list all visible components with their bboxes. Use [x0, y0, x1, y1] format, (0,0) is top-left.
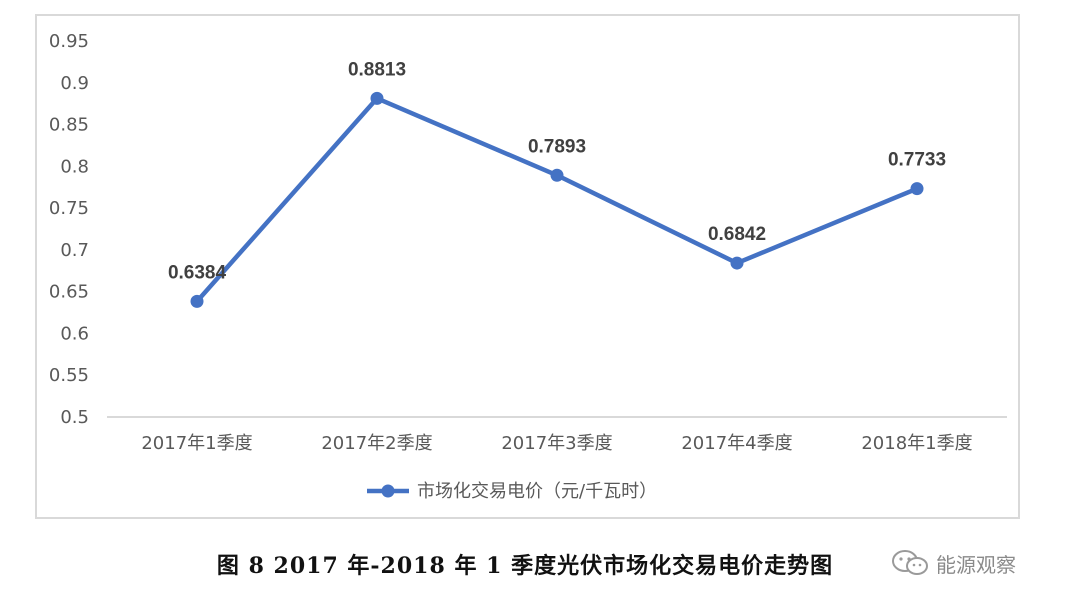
data-label: 0.6842 [708, 224, 766, 245]
data-point [190, 294, 204, 308]
line-chart: 0.5 0.55 0.6 0.65 0.7 0.75 0.8 0.85 0.9 0.95 2017年… [49, 31, 1007, 502]
data-point [370, 91, 384, 105]
y-tick-label: 0.75 [49, 198, 89, 219]
y-tick-label: 0.6 [60, 323, 89, 344]
x-tick-label: 2017年4季度 [681, 433, 792, 454]
x-tick-label: 2017年1季度 [141, 433, 252, 454]
y-tick-label: 0.9 [60, 73, 89, 94]
data-point [730, 256, 744, 270]
watermark: 能源观察 [890, 548, 1016, 578]
y-tick-label: 0.85 [49, 115, 89, 136]
y-tick-label: 0.55 [49, 365, 89, 386]
series-line [194, 96, 920, 304]
y-tick-label: 0.65 [49, 282, 89, 303]
data-label: 0.7893 [528, 136, 586, 157]
y-tick-label: 0.7 [60, 240, 89, 261]
data-point [550, 168, 564, 182]
y-tick-label: 0.5 [60, 407, 89, 428]
y-tick-label: 0.95 [49, 31, 89, 52]
data-label: 0.8813 [348, 59, 406, 80]
data-label: 0.7733 [888, 150, 946, 171]
x-tick-label: 2018年1季度 [861, 433, 972, 454]
legend-point-marker [381, 484, 395, 498]
figure-caption: 图 8 2017 年-2018 年 1 季度光伏市场化交易电价走势图 [216, 553, 834, 579]
wechat-icon [892, 550, 928, 575]
legend-label: 市场化交易电价（元/千瓦时） [417, 481, 657, 502]
x-tick-label: 2017年3季度 [501, 433, 612, 454]
data-label: 0.6384 [168, 262, 227, 283]
x-tick-label: 2017年2季度 [321, 433, 432, 454]
data-point [910, 182, 924, 196]
watermark-text: 能源观察 [936, 552, 1016, 577]
y-tick-label: 0.8 [60, 156, 89, 177]
chart-frame: 0.5 0.55 0.6 0.65 0.7 0.75 0.8 0.85 0.9 0.95 2017年… [35, 14, 1020, 519]
